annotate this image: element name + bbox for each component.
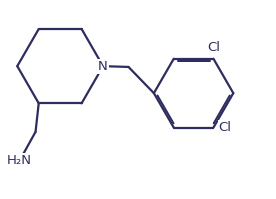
Text: Cl: Cl [218,121,231,134]
Text: Cl: Cl [207,41,220,54]
Text: H₂N: H₂N [7,154,32,167]
Text: N: N [98,60,108,73]
